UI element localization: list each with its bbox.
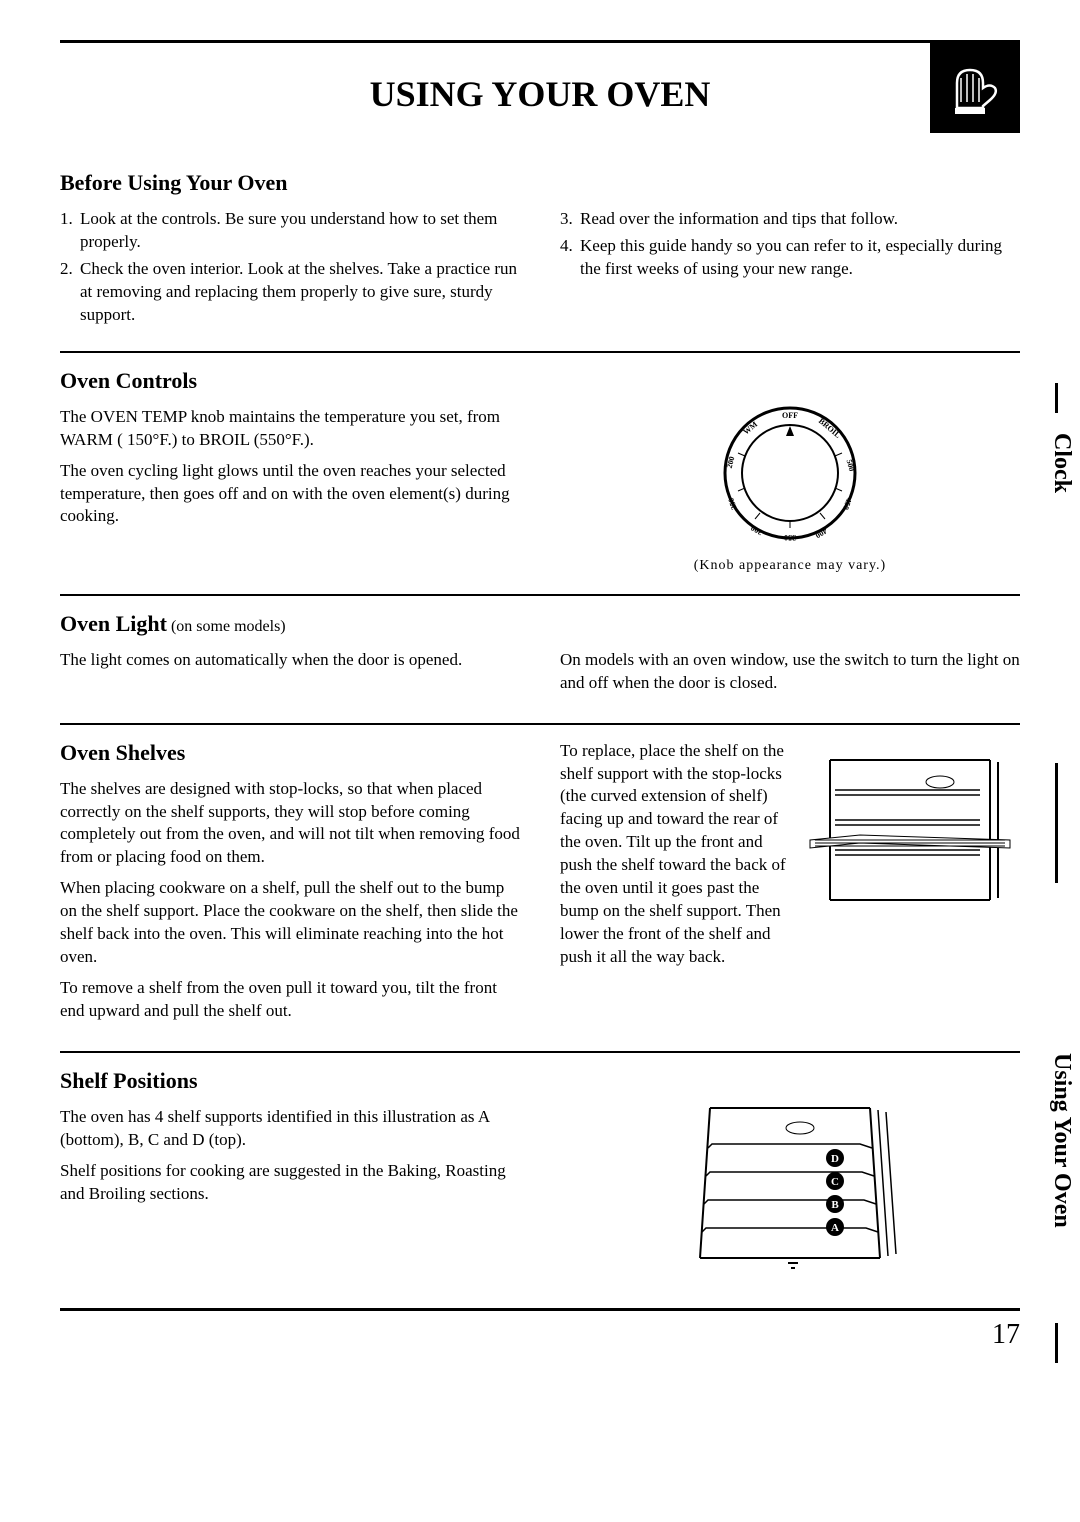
oven-controls-p2: The oven cycling light glows until the o… — [60, 460, 520, 529]
oven-shelves-p1: The shelves are designed with stop-locks… — [60, 778, 520, 870]
page-container: USING YOUR OVEN Before Using Your Oven 1… — [60, 40, 1020, 1311]
svg-text:200: 200 — [725, 455, 737, 469]
section-oven-light: Oven Light (on some models) The light co… — [60, 596, 1020, 725]
oven-shelves-p2: When placing cookware on a shelf, pull t… — [60, 877, 520, 969]
section-oven-controls: Oven Controls The OVEN TEMP knob maintai… — [60, 353, 1020, 596]
knob-diagram: OFF BROIL 500 450 400 350 300 250 200 WM — [560, 388, 1020, 574]
bottom-rule — [60, 1308, 1020, 1311]
page-title: USING YOUR OVEN — [60, 73, 1020, 115]
oven-shelf-diagram — [800, 740, 1020, 925]
heading-before-using: Before Using Your Oven — [60, 170, 1020, 196]
knob-caption: (Knob appearance may vary.) — [694, 558, 886, 574]
svg-text:WM: WM — [742, 419, 760, 436]
page-number: 17 — [992, 1319, 1020, 1351]
heading-oven-light: Oven Light (on some models) — [60, 611, 1020, 637]
section-oven-shelves: Oven Shelves The shelves are designed wi… — [60, 725, 1020, 1053]
oven-light-right: On models with an oven window, use the s… — [560, 649, 1020, 695]
svg-text:D: D — [831, 1153, 839, 1165]
svg-text:C: C — [831, 1176, 839, 1188]
before-using-list-right: 3.Read over the information and tips tha… — [560, 208, 1020, 281]
section-shelf-positions: Shelf Positions The oven has 4 shelf sup… — [60, 1053, 1020, 1298]
shelf-positions-p2: Shelf positions for cooking are suggeste… — [60, 1160, 520, 1206]
svg-text:OFF: OFF — [782, 411, 798, 420]
svg-text:B: B — [831, 1199, 839, 1211]
shelf-positions-p1: The oven has 4 shelf supports identified… — [60, 1106, 520, 1152]
heading-shelf-positions: Shelf Positions — [60, 1068, 520, 1094]
shelf-position-diagram: D C B A — [560, 1078, 1020, 1278]
svg-text:250: 250 — [726, 496, 739, 510]
oven-shelves-p3: To remove a shelf from the oven pull it … — [60, 977, 520, 1023]
heading-oven-controls: Oven Controls — [60, 368, 520, 394]
oven-light-left: The light comes on automatically when th… — [60, 649, 520, 672]
oven-controls-p1: The OVEN TEMP knob maintains the tempera… — [60, 406, 520, 452]
svg-text:400: 400 — [814, 526, 829, 540]
tab-clock: Clock — [1040, 423, 1080, 503]
side-tabs: Clock Using Your Oven — [1020, 43, 1080, 1311]
before-using-list-left: 1.Look at the controls. Be sure you unde… — [60, 208, 520, 327]
svg-text:500: 500 — [845, 458, 857, 472]
heading-oven-shelves: Oven Shelves — [60, 740, 520, 766]
section-before-using: Before Using Your Oven 1.Look at the con… — [60, 155, 1020, 353]
tab-using-your-oven: Using Your Oven — [1040, 1043, 1080, 1238]
svg-text:350: 350 — [784, 533, 796, 542]
svg-text:A: A — [831, 1222, 839, 1234]
oven-mitt-icon — [930, 43, 1020, 133]
